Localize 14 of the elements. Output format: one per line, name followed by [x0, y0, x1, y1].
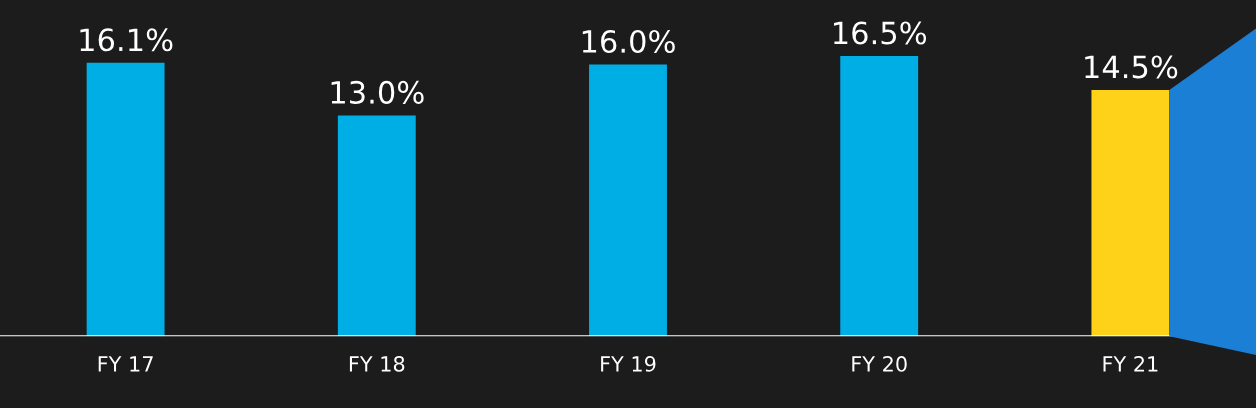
x-tick-label: FY 21	[1103, 356, 1158, 372]
bar	[840, 56, 919, 337]
x-tick-label: FY 18	[349, 356, 405, 372]
data-label: 14.5%	[1085, 55, 1178, 79]
data-label: 16.1%	[80, 28, 173, 52]
bar	[86, 62, 165, 337]
x-tick-label: FY 19	[601, 356, 656, 372]
x-tick-label: FY 17	[98, 356, 153, 372]
bar	[589, 64, 667, 337]
x-tick-label: FY 20	[852, 356, 907, 372]
data-label: 16.0%	[582, 29, 675, 54]
data-label: 13.0%	[331, 80, 424, 104]
data-label: 16.5%	[834, 21, 927, 45]
bar	[337, 115, 416, 337]
